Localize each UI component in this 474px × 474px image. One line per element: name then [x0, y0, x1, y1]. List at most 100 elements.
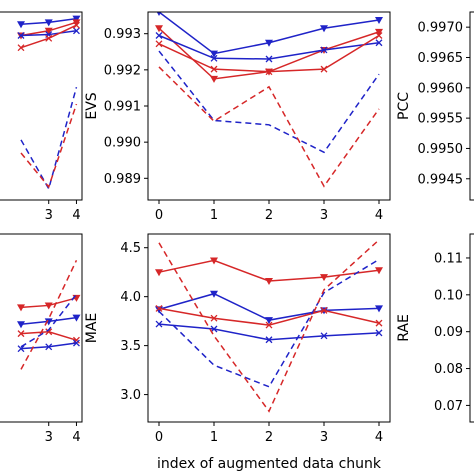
data-point [265, 321, 273, 329]
axes-frame [469, 233, 474, 423]
series-line-4 [158, 50, 380, 154]
data-point [45, 34, 53, 42]
data-point [72, 339, 80, 347]
y-tick-label: 0.991 [104, 100, 141, 115]
data-point [210, 65, 218, 73]
x-tick-label: 4 [72, 208, 80, 223]
y-axis-label: PCC [396, 92, 412, 120]
y-axis-label: RAE [396, 314, 412, 342]
plot-area [155, 12, 383, 188]
data-point [265, 336, 273, 344]
chart-panel-top-middle: 0 1 2 3 4 0.989 0.990 0.991 0.992 0.993 EVS [84, 11, 391, 223]
plot-area [17, 15, 81, 191]
data-point [44, 27, 53, 35]
y-tick-label: 0.990 [104, 136, 141, 151]
data-point [44, 318, 53, 326]
y-tick-label: 0.07 [434, 399, 463, 414]
x-tick-label: 3 [320, 208, 328, 223]
data-point [375, 28, 383, 36]
plot-area [155, 239, 383, 413]
data-point [265, 55, 273, 63]
series-line-4 [20, 87, 78, 191]
data-point [375, 305, 383, 313]
x-tick-label: 2 [265, 208, 273, 223]
x-tick-label: 3 [45, 208, 53, 223]
y-axis-label: MAE [84, 313, 100, 344]
series-line-2 [20, 331, 77, 341]
data-point [45, 328, 53, 336]
x-tick-label: 4 [375, 430, 383, 445]
series-line-4 [20, 293, 78, 348]
y-tick-label: 0.989 [104, 172, 141, 187]
data-point [155, 320, 163, 328]
y-tick-label: 0.08 [434, 362, 463, 377]
x-tick-label: 2 [265, 430, 273, 445]
data-point [72, 15, 81, 23]
data-point [17, 304, 25, 312]
y-tick-label: 0.09 [434, 325, 463, 340]
axes-frame [0, 233, 83, 423]
data-point [44, 19, 53, 27]
data-point [45, 343, 53, 351]
series-line-4 [158, 258, 380, 388]
data-point [210, 75, 218, 83]
data-point [375, 39, 383, 47]
data-point [210, 314, 218, 322]
series-line-3 [20, 342, 77, 350]
y-tick-label: 0.993 [104, 27, 141, 42]
data-point [17, 330, 25, 338]
data-point [17, 44, 25, 52]
data-point [320, 332, 328, 340]
data-point [320, 25, 328, 33]
plot-area [17, 259, 81, 370]
data-point [44, 302, 53, 310]
data-point [155, 269, 163, 277]
data-point [72, 19, 81, 27]
data-point [72, 314, 81, 322]
data-point [156, 12, 162, 16]
y-tick-label: 0.9960 [418, 81, 464, 96]
y-tick-label: 3.0 [120, 388, 141, 403]
data-point [375, 32, 383, 39]
data-point [155, 25, 163, 33]
data-point [320, 46, 328, 54]
x-tick-label: 3 [320, 430, 328, 445]
data-point [375, 319, 383, 327]
series-line-5 [20, 103, 78, 189]
x-tick-label: 3 [45, 430, 53, 445]
series-line-3 [158, 323, 380, 341]
y-tick-label: 0.10 [434, 288, 463, 303]
y-tick-label: 4.5 [120, 241, 141, 256]
data-point [375, 16, 383, 24]
x-tick-label: 1 [210, 208, 218, 223]
chart-panel-top-right: 0.9945 0.9950 0.9955 0.9960 0.9965 0.9970 PCC [396, 11, 474, 201]
data-point [72, 21, 80, 29]
chart-panel-bottom-right: 0.07 0.08 0.09 0.10 0.11 RAE [396, 233, 474, 423]
y-tick-label: 3.5 [120, 339, 141, 354]
data-point [72, 336, 80, 344]
x-tick-label: 0 [155, 208, 163, 223]
data-point [210, 54, 218, 62]
data-point [210, 257, 218, 265]
data-point [17, 21, 25, 29]
y-tick-label: 0.9955 [418, 112, 464, 127]
data-point [17, 345, 25, 353]
chart-panel-bottom-middle: 0 1 2 3 4 3.0 3.5 4.0 4.5 MAE index of augmented d… [84, 233, 391, 472]
y-tick-label: 0.9950 [418, 142, 464, 157]
y-tick-label: 0.9945 [418, 172, 464, 187]
y-tick-label: 0.9970 [418, 21, 464, 36]
x-tick-label: 4 [72, 430, 80, 445]
data-point [17, 32, 25, 39]
data-point [265, 317, 273, 325]
data-point [320, 65, 328, 73]
x-tick-label: 4 [375, 208, 383, 223]
data-point [72, 27, 80, 35]
axes-frame [0, 11, 83, 201]
y-tick-label: 4.0 [120, 290, 141, 305]
y-tick-label: 0.9965 [418, 51, 464, 66]
x-axis-label: index of augmented data chunk [157, 456, 382, 472]
axes-frame [469, 11, 474, 201]
data-point [265, 278, 273, 285]
